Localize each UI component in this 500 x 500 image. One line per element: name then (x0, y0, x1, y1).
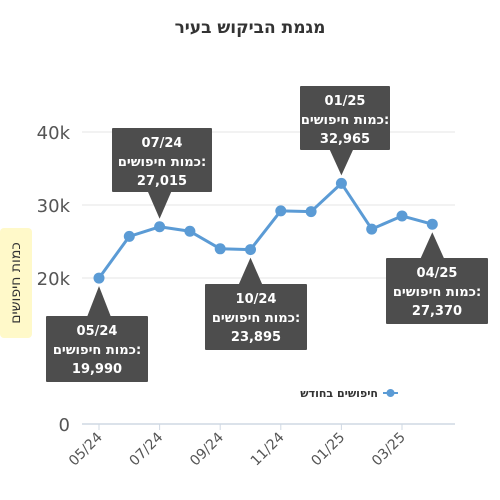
y-tick-label: 30k (37, 196, 71, 217)
callout-box (300, 86, 390, 150)
callout-pointer (147, 191, 172, 219)
callout-label: כמות חיפושים: (118, 155, 206, 170)
callout-pointer (420, 232, 445, 259)
series-line (97, 181, 433, 279)
callout-month: 10/24 (236, 292, 277, 307)
data-point (335, 177, 347, 189)
callout-pointer (329, 149, 354, 176)
callout-pointer (238, 257, 263, 285)
callout-value: 23,895 (231, 330, 281, 345)
callout-label: כמות חיפושים: (53, 343, 141, 358)
callout-value: 19,990 (72, 362, 122, 377)
callout-value: 27,015 (137, 174, 187, 189)
y-tick-label: 40k (37, 123, 71, 144)
callout-month: 04/25 (417, 266, 458, 281)
data-point (93, 272, 105, 284)
legend-point-marker (386, 389, 395, 397)
callout-value: 27,370 (412, 304, 462, 319)
x-tick-label: 11/24 (248, 429, 288, 469)
x-tick-label: 01/25 (308, 430, 348, 470)
x-tick-label: 09/24 (187, 429, 227, 469)
callout-month: 01/25 (325, 94, 366, 109)
callout-box (112, 128, 212, 192)
callout-box (205, 284, 307, 350)
data-point (426, 218, 438, 230)
data-point (184, 225, 196, 237)
callout-box (386, 258, 488, 324)
callout-box (46, 316, 148, 382)
y-axis-label-box: כמות חיפושים (0, 228, 32, 338)
x-tick-label: 07/24 (127, 429, 167, 469)
callout-label: כמות חיפושים: (393, 285, 481, 300)
legend-label: חיפושים בחודש (300, 387, 378, 400)
data-point (275, 205, 287, 217)
chart-title: מגמת הביקוש בעיר (174, 18, 326, 38)
data-point (123, 230, 135, 242)
data-point (366, 223, 378, 235)
data-point (396, 210, 408, 222)
callout-pointer (87, 286, 111, 317)
x-tick-label: 05/24 (66, 429, 106, 469)
data-point (154, 221, 166, 233)
callout-label: כמות חיפושים: (212, 311, 300, 326)
callout-label: כמות חיפושים: (301, 113, 389, 128)
data-point (245, 244, 256, 256)
callout-month: 05/24 (77, 324, 118, 339)
data-point (305, 206, 317, 218)
callout-value: 32,965 (320, 132, 370, 147)
data-point (214, 243, 226, 255)
x-tick-label: 03/25 (369, 430, 409, 470)
y-tick-label: 20k (37, 269, 71, 290)
callout-month: 07/24 (142, 136, 183, 151)
y-tick-label: 0 (59, 415, 70, 436)
